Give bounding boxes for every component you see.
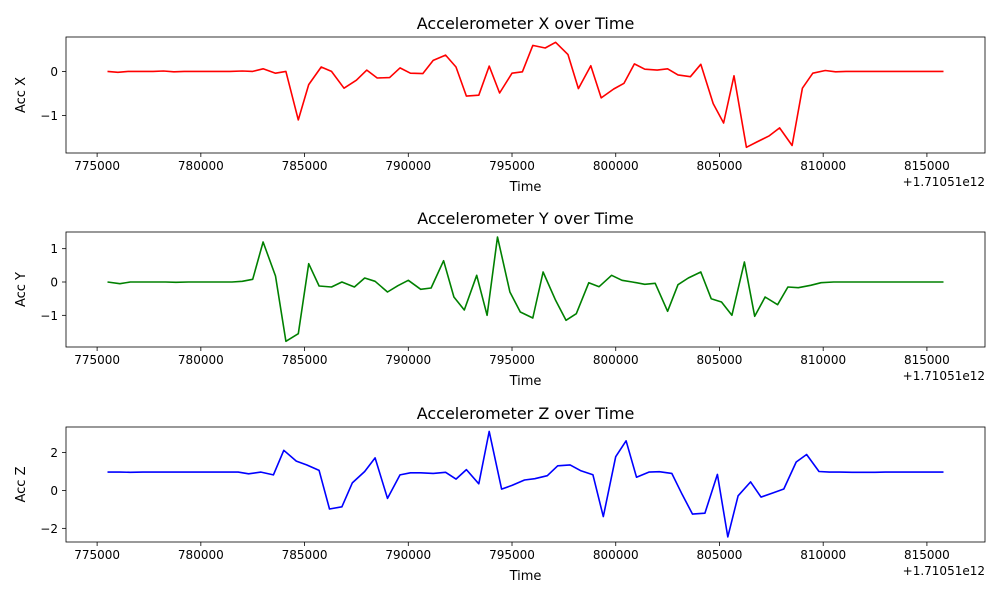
x-tick-label: 775000 — [74, 548, 120, 562]
series-line-acc-y — [107, 236, 944, 343]
y-axis-label: Acc Y — [14, 272, 29, 307]
x-tick-label: 795000 — [489, 548, 535, 562]
series-line-acc-x — [107, 41, 944, 149]
x-tick-label: 775000 — [74, 353, 120, 367]
x-tick-label: 795000 — [489, 159, 535, 173]
x-axis-label: Time — [509, 569, 542, 584]
chart-title: Accelerometer X over Time — [417, 14, 635, 33]
y-tick-label: 2 — [50, 446, 58, 460]
x-axis-offset-label: +1.71051e12 — [903, 175, 985, 189]
x-tick-label: 800000 — [593, 159, 639, 173]
y-tick-label: 1 — [50, 242, 58, 256]
x-tick-label: 785000 — [282, 548, 328, 562]
y-tick-label: 0 — [50, 276, 58, 290]
x-tick-label: 785000 — [282, 159, 328, 173]
x-tick-label: 780000 — [178, 159, 224, 173]
x-axis-label: Time — [509, 374, 542, 389]
y-tick-label: −1 — [40, 109, 58, 123]
x-axis-label: Time — [509, 180, 542, 195]
x-axis-offset-label: +1.71051e12 — [903, 369, 985, 383]
subplot-acc-z: Accelerometer Z over Time 775000 780000 785… — [14, 404, 986, 584]
x-tick-label: 790000 — [385, 159, 431, 173]
x-tick-label: 800000 — [593, 353, 639, 367]
subplot-acc-y: Accelerometer Y over Time 775000 780000 785… — [14, 209, 986, 389]
y-tick-label: −2 — [40, 522, 58, 536]
x-tick-label: 815000 — [904, 548, 950, 562]
x-tick-label: 800000 — [593, 548, 639, 562]
chart-title: Accelerometer Z over Time — [417, 404, 635, 423]
x-tick-label: 805000 — [697, 548, 743, 562]
x-tick-label: 805000 — [697, 353, 743, 367]
x-tick-label: 810000 — [800, 353, 846, 367]
x-tick-label: 810000 — [800, 159, 846, 173]
x-tick-label: 790000 — [385, 353, 431, 367]
x-tick-label: 815000 — [904, 159, 950, 173]
series-line-acc-z — [107, 430, 944, 538]
chart-title: Accelerometer Y over Time — [417, 209, 633, 228]
x-tick-label: 810000 — [800, 548, 846, 562]
y-axis-label: Acc X — [14, 77, 29, 113]
x-axis-offset-label: +1.71051e12 — [903, 564, 985, 578]
x-tick-label: 815000 — [904, 353, 950, 367]
x-tick-label: 780000 — [178, 548, 224, 562]
subplot-acc-x: Accelerometer X over Time 775000 780000 785… — [14, 14, 986, 195]
plot-frame — [65, 426, 986, 543]
x-tick-label: 805000 — [697, 159, 743, 173]
x-tick-label: 780000 — [178, 353, 224, 367]
x-tick-label: 775000 — [74, 159, 120, 173]
y-axis-label: Acc Z — [14, 466, 29, 502]
plot-frame — [65, 231, 986, 348]
plot-frame — [65, 36, 986, 154]
x-tick-label: 790000 — [385, 548, 431, 562]
y-tick-label: 0 — [50, 65, 58, 79]
x-tick-label: 785000 — [282, 353, 328, 367]
y-tick-label: 0 — [50, 484, 58, 498]
x-tick-label: 795000 — [489, 353, 535, 367]
y-tick-label: −1 — [40, 309, 58, 323]
